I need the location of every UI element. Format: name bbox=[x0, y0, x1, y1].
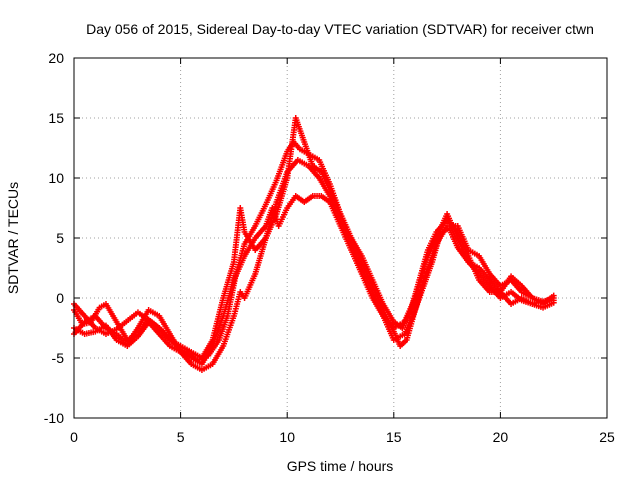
y-tick-labels: -10 -5 0 5 10 15 20 bbox=[44, 50, 64, 426]
x-tick-label: 0 bbox=[70, 429, 78, 445]
x-tick-labels: 0 5 10 15 20 25 bbox=[70, 429, 615, 445]
y-axis-label: SDTVAR / TECUs bbox=[5, 182, 21, 294]
x-axis-label: GPS time / hours bbox=[287, 458, 394, 474]
chart-title: Day 056 of 2015, Sidereal Day-to-day VTE… bbox=[86, 21, 594, 37]
axis-ticks bbox=[73, 57, 608, 419]
trace-4 bbox=[71, 193, 557, 367]
x-tick-label: 15 bbox=[386, 429, 402, 445]
trace-2 bbox=[71, 115, 557, 361]
y-tick-label: 20 bbox=[48, 50, 64, 66]
y-tick-label: 0 bbox=[56, 290, 64, 306]
data-marks bbox=[71, 115, 557, 373]
x-tick-label: 25 bbox=[599, 429, 615, 445]
x-tick-label: 10 bbox=[279, 429, 295, 445]
y-tick-label: -5 bbox=[52, 350, 65, 366]
y-tick-label: 5 bbox=[56, 230, 64, 246]
x-tick-label: 20 bbox=[493, 429, 509, 445]
y-tick-label: -10 bbox=[44, 410, 64, 426]
grid-lines bbox=[74, 58, 607, 418]
plot-frame bbox=[73, 57, 608, 419]
x-tick-label: 5 bbox=[177, 429, 185, 445]
y-tick-label: 15 bbox=[48, 110, 64, 126]
y-tick-label: 10 bbox=[48, 170, 64, 186]
data-point bbox=[550, 295, 557, 301]
